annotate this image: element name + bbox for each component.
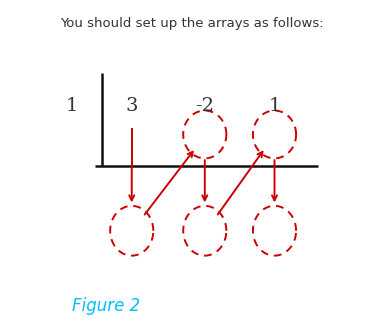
- Text: 3: 3: [126, 97, 138, 115]
- Text: 1: 1: [66, 97, 78, 115]
- Text: Figure 2: Figure 2: [72, 297, 140, 315]
- Text: -2: -2: [195, 97, 214, 115]
- Text: You should set up the arrays as follows:: You should set up the arrays as follows:: [60, 17, 323, 30]
- Text: 1: 1: [268, 97, 281, 115]
